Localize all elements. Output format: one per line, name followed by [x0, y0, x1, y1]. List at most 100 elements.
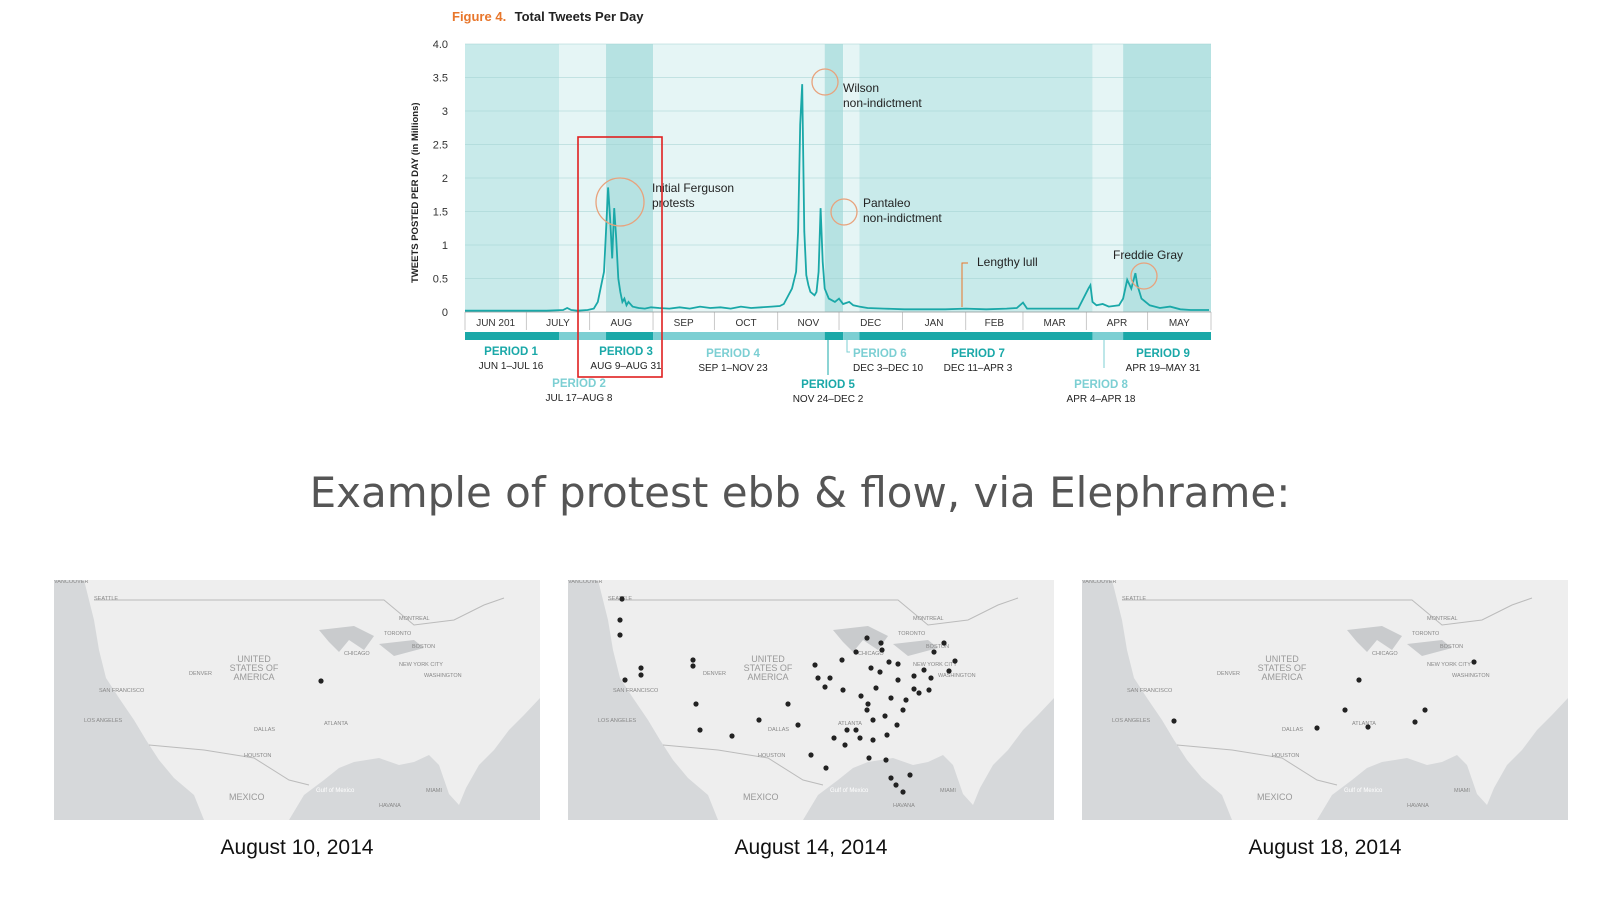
land: [1112, 580, 1568, 820]
city-label: MONTREAL: [1427, 616, 1458, 622]
protest-dot: [318, 678, 324, 684]
protest-dot: [916, 690, 922, 696]
y-tick-label: 0.5: [433, 274, 448, 286]
protest-dot: [844, 727, 850, 733]
protest-map: UNITED STATES OF AMERICA MEXICO Gulf of Mexi…: [54, 580, 540, 820]
city-label: SAN FRANCISCO: [99, 688, 145, 694]
country-label: STATES OF: [1258, 663, 1307, 673]
city-label: DENVER: [189, 671, 212, 677]
month-label: JULY: [546, 318, 570, 329]
period-name: PERIOD 9: [1136, 348, 1190, 360]
city-label: ATLANTA: [838, 721, 862, 727]
city-label: TORONTO: [1412, 631, 1440, 637]
y-tick-label: 3: [442, 106, 448, 118]
protest-dot: [900, 789, 906, 795]
city-label: HAVANA: [379, 803, 401, 809]
city-label: SAN FRANCISCO: [1127, 688, 1173, 694]
period-bar-segment: [1092, 332, 1124, 340]
highlight-box: [577, 136, 663, 378]
protest-dot: [888, 775, 894, 781]
period-range: JUN 1–JUL 16: [479, 361, 544, 372]
tweets-chart: JUN 201 JULY AUG SEP OCT NOV DEC JAN FEB MAR APR MA…: [410, 9, 1212, 405]
country-label: UNITED: [237, 654, 271, 664]
protest-dot: [911, 673, 917, 679]
annotation-text: Freddie Gray: [1113, 248, 1183, 262]
protest-dot: [690, 657, 696, 663]
period-range: DEC 3–DEC 10: [853, 363, 923, 374]
city-label: HAVANA: [893, 803, 915, 809]
protest-dot: [857, 735, 863, 741]
period-range: APR 4–APR 18: [1067, 394, 1136, 405]
y-tick-label: 1.5: [433, 207, 448, 219]
protest-dot: [795, 722, 801, 728]
city-label: SEATTLE: [94, 596, 118, 602]
great-lakes: [1347, 626, 1402, 652]
city-label: SEATTLE: [1122, 596, 1146, 602]
lull-bracket: [961, 262, 968, 307]
country-label: UNITED: [751, 654, 785, 664]
city-label: NEW YORK CITY: [1427, 662, 1471, 668]
protest-dot: [638, 672, 644, 678]
great-lakes: [319, 626, 374, 652]
protest-dot: [690, 663, 696, 669]
period-range: AUG 9–AUG 31: [590, 361, 662, 372]
protest-dot: [931, 649, 937, 655]
protest-dot: [921, 667, 927, 673]
protest-dot: [866, 755, 872, 761]
annotation-text: non-indictment: [843, 96, 922, 110]
city-label: BOSTON: [926, 644, 949, 650]
period-range: DEC 11–APR 3: [944, 363, 1013, 374]
sea-label: Gulf of Mexico: [1344, 788, 1383, 794]
city-label: HOUSTON: [1272, 753, 1299, 759]
city-label: ATLANTA: [1352, 721, 1376, 727]
protest-dot: [839, 657, 845, 663]
month-label: DEC: [860, 318, 881, 329]
country-label: UNITED: [1265, 654, 1299, 664]
period-name: PERIOD 1: [484, 346, 538, 358]
protest-dot: [853, 649, 859, 655]
land: [84, 580, 540, 820]
protest-dot: [808, 752, 814, 758]
month-label: FEB: [985, 318, 1005, 329]
protest-dot: [1314, 725, 1320, 731]
city-label: NEW YORK CITY: [913, 662, 957, 668]
period-bar-segment: [859, 332, 1093, 340]
protest-dot: [729, 733, 735, 739]
country-label: STATES OF: [230, 663, 279, 673]
city-label: DENVER: [1217, 671, 1240, 677]
protest-dot: [873, 685, 879, 691]
city-label: DALLAS: [768, 727, 789, 733]
protest-map: UNITED STATES OF AMERICA MEXICO Gulf of Mexi…: [568, 580, 1054, 820]
y-tick-label: 3.5: [433, 73, 448, 85]
protest-dot: [941, 640, 947, 646]
protest-dot: [831, 735, 837, 741]
month-label: JAN: [925, 318, 944, 329]
annotation-text: Wilson: [843, 81, 879, 95]
city-label: WASHINGTON: [424, 673, 462, 679]
city-label: CHICAGO: [1372, 651, 1398, 657]
period-range: APR 19–MAY 31: [1126, 363, 1201, 374]
peak-circle: [1130, 262, 1158, 290]
protest-dot: [864, 707, 870, 713]
border-line: [608, 597, 1019, 626]
period-name: PERIOD 3: [599, 346, 653, 358]
protest-dot: [868, 665, 874, 671]
protest-dot: [877, 669, 883, 675]
great-lakes: [893, 640, 938, 656]
y-tick-label: 4.0: [433, 39, 448, 51]
y-tick-label: 0: [442, 307, 448, 319]
protest-dot: [879, 647, 885, 653]
protest-dot: [878, 640, 884, 646]
map-date-label: August 10, 2014: [220, 836, 374, 859]
city-label: WASHINGTON: [1452, 673, 1490, 679]
protest-dot: [900, 707, 906, 713]
protest-dot: [617, 617, 623, 623]
protest-map: UNITED STATES OF AMERICA MEXICO Gulf of Mexi…: [1082, 580, 1568, 820]
protest-dot: [884, 732, 890, 738]
month-label: MAY: [1169, 318, 1190, 329]
period-bar-segment: [653, 332, 825, 340]
country-label: MEXICO: [743, 792, 779, 802]
city-label: LOS ANGELES: [1112, 718, 1151, 724]
